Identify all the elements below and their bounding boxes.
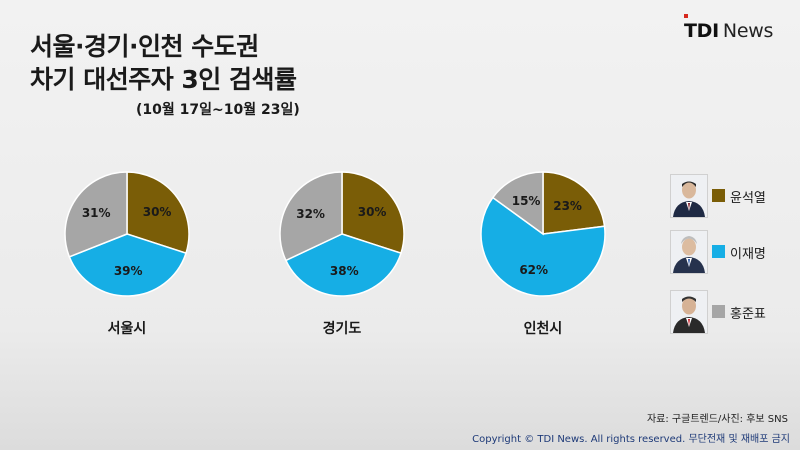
pie-slice-0-1 bbox=[68, 233, 187, 297]
pie-slice-label-1-2: 32% bbox=[296, 207, 325, 221]
page-title: 서울·경기·인천 수도권 차기 대선주자 3인 검색률 bbox=[30, 30, 297, 96]
person-photo-icon bbox=[670, 290, 708, 334]
person-photo-icon bbox=[670, 174, 708, 218]
pie-slice-label-0-0: 30% bbox=[143, 205, 172, 219]
pie-slice-2-0 bbox=[542, 171, 606, 235]
legend-swatch bbox=[712, 245, 725, 258]
pie-slice-1-2 bbox=[279, 171, 343, 262]
pie-title-1: 경기도 bbox=[323, 320, 362, 337]
logo-brand: TDI bbox=[684, 20, 719, 42]
legend-label: 윤석열 bbox=[730, 191, 766, 206]
title-line-1: 서울·경기·인천 수도권 bbox=[30, 32, 259, 61]
pie-slice-2-1 bbox=[480, 196, 606, 297]
date-range-subtitle: (10월 17일~10월 23일) bbox=[136, 102, 300, 118]
legend-swatch bbox=[712, 189, 725, 202]
legend-label: 홍준표 bbox=[730, 307, 766, 322]
pie-slice-0-0 bbox=[126, 171, 190, 255]
pie-title-2: 인천시 bbox=[524, 320, 563, 337]
pie-slice-label-2-2: 15% bbox=[512, 194, 541, 208]
logo-accent-mark bbox=[684, 14, 688, 18]
copyright-notice: Copyright © TDI News. All rights reserve… bbox=[472, 434, 790, 445]
pie-slice-label-2-1: 62% bbox=[519, 263, 548, 277]
source-note: 자료: 구글트렌드/사진: 후보 SNS bbox=[646, 414, 788, 425]
legend-swatch bbox=[712, 305, 725, 318]
logo-text: TDI News bbox=[684, 20, 773, 42]
logo-suffix: News bbox=[722, 20, 774, 42]
person-photo-icon bbox=[670, 230, 708, 274]
pie-slice-1-0 bbox=[341, 171, 405, 255]
pie-title-0: 서울시 bbox=[108, 320, 147, 337]
pie-slice-label-2-0: 23% bbox=[553, 199, 582, 213]
legend-label: 이재명 bbox=[730, 247, 766, 262]
pie-slice-label-0-1: 39% bbox=[114, 264, 143, 278]
pie-slice-0-2 bbox=[64, 171, 128, 258]
title-line-2: 차기 대선주자 3인 검색률 bbox=[30, 65, 297, 94]
pie-slice-label-0-2: 31% bbox=[82, 206, 111, 220]
pie-slice-label-1-1: 38% bbox=[330, 264, 359, 278]
pie-slice-label-1-0: 30% bbox=[358, 205, 387, 219]
pie-slice-1-1 bbox=[284, 233, 402, 297]
pie-slice-2-2 bbox=[491, 171, 544, 236]
